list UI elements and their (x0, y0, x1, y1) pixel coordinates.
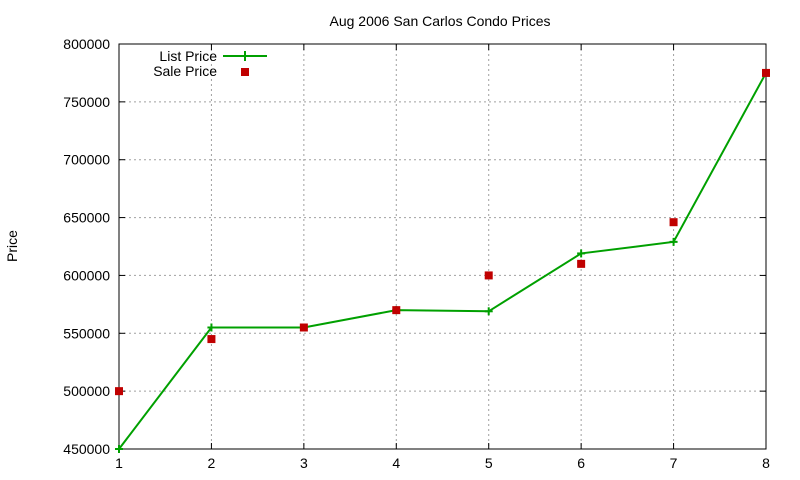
x-tick-label: 4 (392, 455, 400, 471)
sale-price-point (299, 323, 308, 332)
x-tick-label: 8 (762, 455, 770, 471)
y-tick-label: 800000 (63, 36, 110, 52)
sale-price-point (392, 306, 401, 315)
legend-label-list-price: List Price (159, 48, 217, 64)
y-tick-label: 700000 (63, 152, 110, 168)
plot-border (118, 43, 767, 450)
x-tick-label: 1 (115, 455, 123, 471)
y-tick-label: 550000 (63, 325, 110, 341)
sale-price-point (207, 335, 216, 344)
chart-title: Aug 2006 San Carlos Condo Prices (329, 13, 550, 29)
y-tick-label: 750000 (63, 94, 110, 110)
y-axis-label: Price (4, 230, 20, 262)
x-tick-label: 2 (208, 455, 216, 471)
list-price-line (118, 72, 767, 450)
legend-label-sale-price: Sale Price (153, 63, 217, 79)
sale-price-point (115, 387, 123, 396)
x-tick-label: 6 (577, 455, 585, 471)
list-price-point (484, 307, 493, 316)
y-tick-label: 650000 (63, 210, 110, 226)
ticks-layer: 450000 500000 550000 600000 650000 700000 7500… (63, 36, 770, 471)
y-tick-label: 600000 (63, 267, 110, 283)
sale-price-point (762, 68, 770, 77)
sale-price-point (484, 271, 493, 280)
y-tick-label: 500000 (63, 383, 110, 399)
sale-price-point (669, 218, 678, 227)
list-price-point (669, 237, 678, 246)
legend-swatch-list-price (223, 51, 267, 61)
x-tick-label: 3 (300, 455, 308, 471)
x-tick-label: 7 (670, 455, 678, 471)
y-tick-label: 450000 (63, 441, 110, 457)
list-price-point (207, 323, 216, 332)
legend-swatch-sale-price (241, 68, 249, 76)
list-price-point (115, 445, 123, 453)
series-layer (115, 68, 770, 453)
list-price-point (577, 249, 586, 258)
x-tick-label: 5 (485, 455, 493, 471)
sale-price-point (577, 259, 586, 268)
legend: List Price Sale Price (153, 48, 267, 79)
grid-layer (119, 44, 766, 449)
